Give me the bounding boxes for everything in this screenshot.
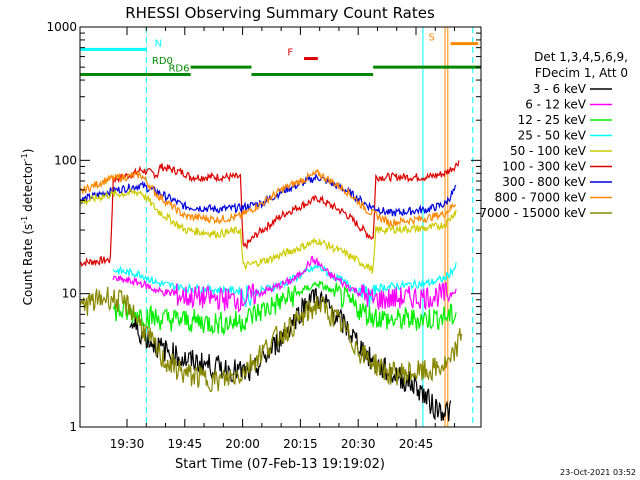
flag-label-f: F xyxy=(287,48,293,59)
legend-header-fdecim: FDecim 1, Att 0 xyxy=(535,66,628,80)
count-rate-series xyxy=(80,160,463,422)
plot-frame xyxy=(79,26,482,428)
legend-entry-label: 300 - 800 keV xyxy=(502,175,586,189)
x-tick-label: 20:30 xyxy=(341,437,376,451)
chart-title: RHESSI Observing Summary Count Rates xyxy=(125,4,435,22)
series-line xyxy=(112,262,457,308)
flag-label-rd0: RD0 xyxy=(152,56,173,67)
flag-label-n: N xyxy=(155,38,162,49)
legend-entry-label: 50 - 100 keV xyxy=(510,144,587,158)
series-line xyxy=(80,160,460,268)
y-axis-label-main: Count Rate (s xyxy=(21,224,35,306)
x-tick-label: 20:15 xyxy=(283,437,318,451)
x-tick-label: 19:45 xyxy=(168,437,203,451)
y-tick-label: 1000 xyxy=(46,20,77,34)
y-axis-label: Count Rate (s-1 detector-1) xyxy=(20,149,35,306)
state-flags xyxy=(80,42,481,77)
y-axis-ticks: 1 10 100 1000 xyxy=(46,20,481,434)
legend: Det 1,3,4,5,6,9, FDecim 1, Att 0 3 - 6 k… xyxy=(479,50,628,220)
y-axis-label-mid: detector xyxy=(21,161,35,216)
legend-header-detectors: Det 1,3,4,5,6,9, xyxy=(534,50,628,64)
series-line xyxy=(112,255,457,313)
series-line xyxy=(80,172,457,217)
series-line xyxy=(112,280,457,337)
legend-entry-label: 6 - 12 keV xyxy=(525,98,587,112)
series-line xyxy=(80,169,457,227)
series-line xyxy=(129,287,452,422)
timestamp: 23-Oct-2021 03:52 xyxy=(560,468,636,477)
series-line xyxy=(80,188,457,274)
x-tick-label: 20:00 xyxy=(225,437,260,451)
legend-entry-label: 12 - 25 keV xyxy=(518,113,587,127)
legend-entry-label: 25 - 50 keV xyxy=(518,129,587,143)
y-tick-label: 10 xyxy=(62,287,77,301)
y-axis-label-sup2: -1 xyxy=(20,153,29,161)
x-tick-label: 19:30 xyxy=(110,437,145,451)
y-tick-label: 100 xyxy=(54,153,77,167)
y-axis-label-sup1: -1 xyxy=(20,216,29,224)
y-tick-label: 1 xyxy=(69,420,77,434)
legend-entry-label: 7000 - 15000 keV xyxy=(479,206,586,220)
y-axis-label-end: ) xyxy=(21,149,35,154)
legend-entry-label: 100 - 300 keV xyxy=(502,160,586,174)
legend-entry-label: 800 - 7000 keV xyxy=(495,191,587,205)
flag-label-s: S xyxy=(428,33,434,44)
legend-entry-label: 3 - 6 keV xyxy=(533,82,587,96)
series-line xyxy=(80,286,463,393)
x-axis-ticks: 19:30 19:45 20:00 20:15 20:30 20:45 xyxy=(110,27,456,451)
x-axis-label: Start Time (07-Feb-13 19:19:02) xyxy=(175,457,385,472)
flag-label-rd6: RD6 xyxy=(168,64,189,75)
x-tick-label: 20:45 xyxy=(399,437,434,451)
